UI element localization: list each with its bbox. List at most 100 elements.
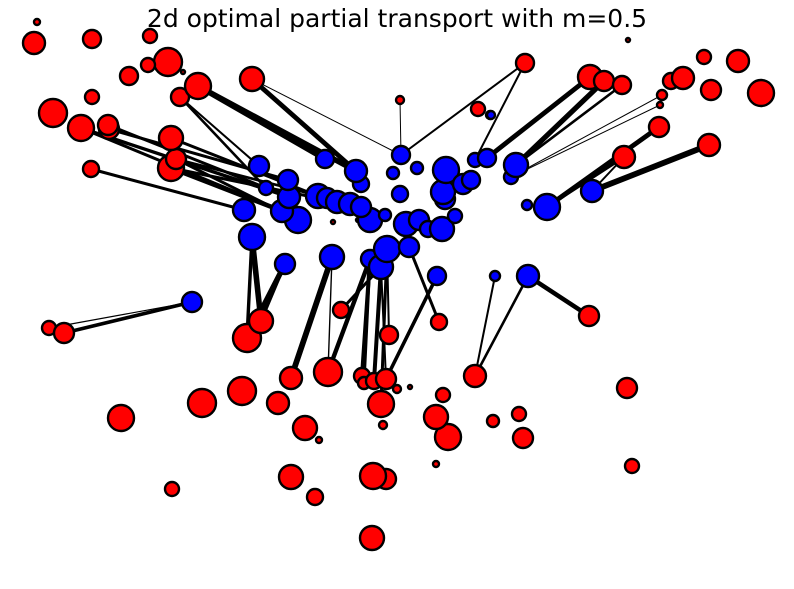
transport-line: [510, 104, 661, 178]
target-point: [431, 459, 441, 469]
target-point: [377, 419, 389, 431]
target-point: [139, 56, 157, 74]
source-point: [460, 169, 482, 191]
target-point: [358, 524, 386, 552]
source-point: [485, 109, 497, 121]
target-point: [358, 461, 388, 491]
target-point: [21, 30, 47, 56]
target-point: [670, 65, 696, 91]
transport-line: [474, 62, 526, 161]
target-point: [746, 78, 776, 108]
transport-line: [510, 94, 663, 178]
transport-line: [89, 167, 246, 212]
target-point: [433, 422, 463, 452]
transport-line: [48, 301, 193, 329]
transport-line: [589, 142, 712, 194]
target-point: [469, 100, 487, 118]
target-point: [429, 312, 449, 332]
target-point: [164, 147, 188, 171]
target-point: [514, 52, 536, 74]
transport-line: [372, 265, 383, 383]
source-point: [476, 147, 498, 169]
target-point: [291, 414, 319, 442]
target-point: [655, 88, 669, 102]
target-point: [141, 27, 159, 45]
source-point: [431, 155, 461, 185]
transport-line: [174, 157, 329, 200]
target-point: [422, 403, 450, 431]
target-point: [152, 46, 184, 78]
target-point: [577, 304, 601, 328]
target-points: [21, 17, 776, 552]
target-point: [265, 390, 291, 416]
transport-line: [384, 274, 439, 381]
target-point: [695, 48, 713, 66]
target-point: [655, 100, 665, 110]
target-point: [511, 426, 535, 450]
source-point: [377, 207, 393, 223]
transport-line: [251, 78, 402, 156]
source-point: [276, 168, 300, 192]
transport-line: [473, 274, 530, 378]
transport-lines: [48, 62, 712, 406]
source-point: [343, 158, 369, 184]
target-point: [462, 363, 488, 389]
source-point: [579, 178, 605, 204]
target-point: [32, 17, 42, 27]
target-point: [378, 324, 400, 346]
source-point: [428, 215, 456, 243]
transport-line: [327, 256, 333, 373]
target-point: [277, 463, 305, 491]
target-point: [305, 487, 325, 507]
target-point: [37, 97, 69, 129]
target-point: [96, 113, 120, 137]
source-point: [349, 195, 373, 219]
transport-line: [249, 76, 359, 174]
target-point: [374, 367, 398, 391]
target-point: [226, 375, 258, 407]
target-point: [592, 69, 616, 93]
chart-title: 2d optimal partial transport with m=0.5: [146, 4, 648, 33]
target-point: [83, 88, 101, 106]
target-point: [329, 218, 337, 226]
target-point: [623, 457, 641, 475]
target-point: [485, 413, 501, 429]
target-point: [118, 65, 140, 87]
target-point: [179, 68, 187, 76]
source-point: [532, 192, 562, 222]
transport-line: [325, 256, 373, 375]
source-point: [247, 154, 271, 178]
source-point: [273, 252, 297, 276]
source-point: [385, 165, 401, 181]
target-point: [406, 383, 414, 391]
target-point: [725, 48, 751, 74]
target-point: [81, 28, 103, 50]
target-point: [611, 74, 633, 96]
source-point: [446, 207, 464, 225]
target-point: [434, 386, 452, 404]
target-point: [278, 365, 304, 391]
target-point: [510, 405, 528, 423]
target-point: [696, 132, 722, 158]
target-point: [81, 159, 101, 179]
transport-line: [62, 300, 194, 335]
target-point: [394, 94, 406, 106]
target-point: [647, 115, 671, 139]
transport-line: [407, 245, 441, 324]
source-point: [520, 198, 534, 212]
source-point: [426, 265, 448, 287]
source-point: [257, 179, 275, 197]
target-point: [699, 78, 723, 102]
target-point: [66, 113, 96, 143]
transport-line: [400, 62, 526, 156]
source-point: [231, 197, 257, 223]
transport-line: [513, 78, 607, 168]
target-point: [183, 71, 213, 101]
transport-line: [514, 83, 624, 167]
transport-line: [288, 254, 335, 381]
source-point: [372, 234, 402, 264]
target-point: [186, 387, 218, 419]
target-point: [391, 383, 403, 395]
target-point: [247, 307, 275, 335]
source-point: [502, 151, 530, 179]
